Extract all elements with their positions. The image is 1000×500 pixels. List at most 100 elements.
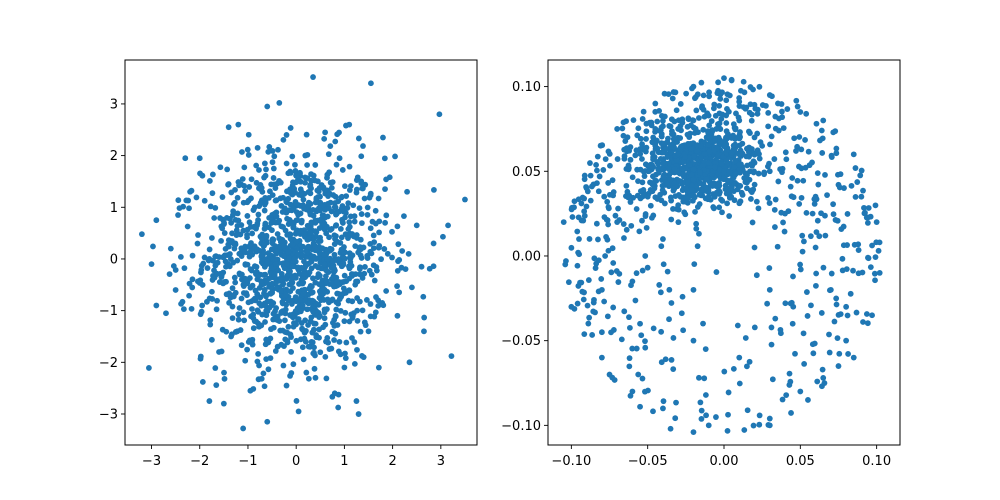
scatter-point	[682, 211, 689, 218]
scatter-point	[333, 278, 340, 285]
scatter-point	[614, 156, 621, 162]
scatter-point	[715, 79, 722, 86]
scatter-point	[277, 276, 284, 283]
scatter-point	[620, 221, 627, 227]
scatter-point	[728, 150, 735, 156]
scatter-point	[756, 412, 763, 419]
scatter-point	[357, 266, 363, 272]
scatter-point	[583, 185, 590, 192]
scatter-point	[235, 217, 242, 224]
scatter-point	[302, 152, 309, 159]
scatter-point	[223, 263, 229, 270]
scatter-point	[354, 317, 361, 324]
scatter-point	[305, 199, 312, 206]
scatter-point	[679, 293, 686, 300]
scatter-point	[737, 169, 743, 176]
scatter-point	[775, 115, 782, 122]
scatter-point	[310, 350, 317, 357]
scatter-point	[426, 265, 433, 272]
scatter-point	[668, 143, 674, 150]
scatter-point	[283, 198, 290, 205]
x-tick-label: 1	[340, 454, 348, 469]
scatter-point	[331, 337, 337, 343]
scatter-point	[698, 104, 705, 111]
scatter-point	[342, 210, 349, 216]
scatter-point	[595, 236, 601, 243]
scatter-point	[313, 195, 320, 201]
scatter-point	[262, 319, 268, 325]
scatter-point	[732, 141, 739, 148]
scatter-point	[244, 146, 251, 153]
scatter-point	[270, 218, 277, 225]
scatter-point	[828, 152, 835, 159]
scatter-point	[679, 165, 686, 172]
scatter-point	[744, 185, 750, 192]
scatter-point	[342, 183, 348, 190]
scatter-point	[772, 196, 779, 203]
scatter-point	[700, 92, 707, 99]
scatter-point	[329, 179, 336, 185]
scatter-point	[372, 220, 379, 227]
scatter-point	[381, 246, 388, 252]
scatter-point	[642, 388, 648, 395]
scatter-point	[287, 288, 294, 295]
scatter-point	[837, 171, 844, 178]
scatter-point	[184, 223, 191, 230]
scatter-point	[855, 241, 862, 248]
scatter-point	[706, 134, 713, 141]
scatter-point	[239, 149, 245, 155]
scatter-point	[673, 399, 679, 406]
scatter-point	[303, 369, 310, 376]
scatter-point	[176, 205, 183, 212]
y-tick-label: −3	[99, 407, 118, 422]
scatter-point	[616, 270, 623, 277]
scatter-point	[672, 415, 679, 422]
scatter-point	[175, 212, 181, 218]
scatter-point	[378, 256, 384, 263]
scatter-point	[664, 154, 671, 160]
scatter-point	[325, 151, 332, 158]
scatter-point	[751, 159, 758, 166]
scatter-point	[706, 122, 713, 129]
scatter-point	[328, 345, 335, 352]
scatter-point	[782, 149, 789, 156]
scatter-point	[261, 383, 268, 390]
scatter-point	[872, 202, 879, 209]
scatter-point	[601, 298, 608, 305]
scatter-point	[273, 285, 280, 292]
scatter-point	[639, 267, 646, 274]
scatter-point	[269, 159, 276, 166]
scatter-point	[656, 282, 663, 288]
scatter-point	[238, 342, 245, 349]
scatter-point	[313, 301, 320, 308]
scatter-point	[782, 300, 789, 307]
scatter-point	[375, 364, 382, 371]
scatter-point	[322, 353, 329, 360]
scatter-point	[737, 183, 744, 189]
scatter-point	[641, 173, 648, 180]
scatter-point	[341, 364, 348, 371]
scatter-point	[290, 361, 297, 368]
scatter-point	[865, 205, 872, 211]
scatter-point	[226, 299, 233, 306]
scatter-point	[285, 254, 292, 261]
scatter-point	[280, 362, 287, 369]
scatter-point	[575, 196, 582, 203]
scatter-point	[750, 186, 757, 193]
scatter-point	[370, 245, 377, 252]
scatter-point	[721, 368, 728, 375]
scatter-point	[278, 271, 285, 277]
scatter-point	[670, 187, 677, 194]
scatter-point	[615, 205, 621, 212]
scatter-point	[311, 365, 318, 372]
scatter-point	[860, 319, 866, 325]
scatter-point	[254, 144, 261, 151]
scatter-point	[332, 222, 339, 229]
scatter-point	[710, 105, 717, 112]
right-scatter-plot: −0.10 −0.05 0.00 0.05 0.10 −0.10 −0.05 0.00 0.05…	[501, 59, 901, 469]
scatter-point	[658, 197, 665, 204]
scatter-point	[312, 217, 319, 224]
scatter-point	[813, 229, 820, 236]
scatter-point	[732, 171, 739, 178]
scatter-point	[833, 145, 840, 152]
